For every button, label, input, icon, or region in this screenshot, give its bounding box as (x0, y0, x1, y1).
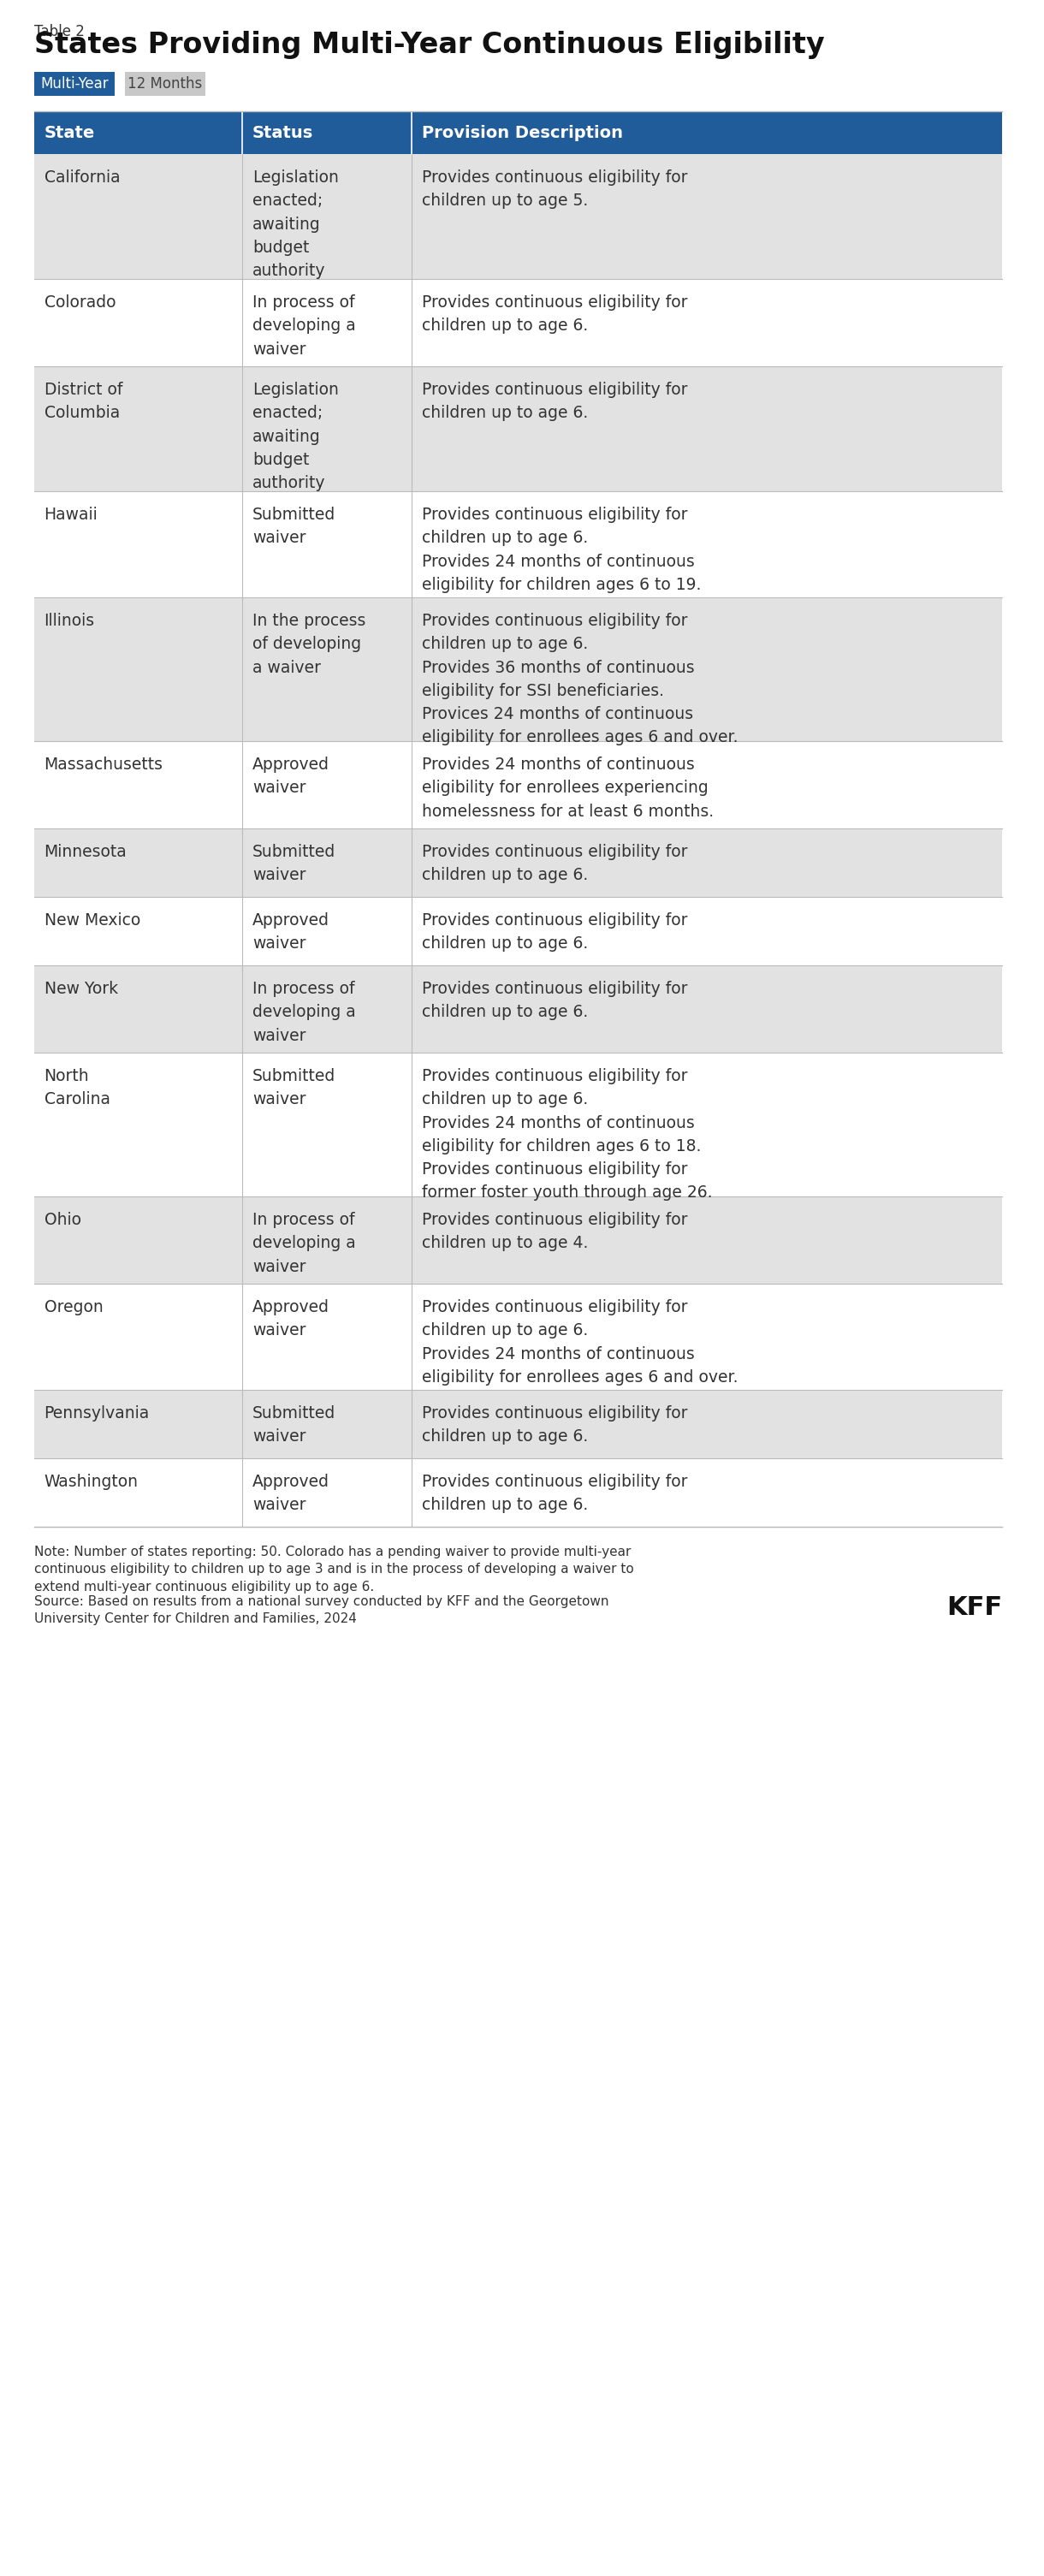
Text: Provides continuous eligibility for
children up to age 6.: Provides continuous eligibility for chil… (422, 381, 688, 422)
Bar (34, 72, 115, 95)
Text: KFF: KFF (947, 1595, 1002, 1620)
Text: Submitted
waiver: Submitted waiver (253, 1406, 335, 1445)
Text: Provides continuous eligibility for
children up to age 6.: Provides continuous eligibility for chil… (422, 981, 688, 1020)
Text: New York: New York (44, 981, 118, 997)
Text: States Providing Multi-Year Continuous Eligibility: States Providing Multi-Year Continuous E… (34, 31, 825, 59)
Text: Colorado: Colorado (44, 294, 116, 312)
Text: Legislation
enacted;
awaiting
budget
authority: Legislation enacted; awaiting budget aut… (253, 381, 338, 492)
Bar (34, 1458, 1002, 1528)
Text: Provides continuous eligibility for
children up to age 6.: Provides continuous eligibility for chil… (422, 912, 688, 953)
Text: New Mexico: New Mexico (44, 912, 140, 927)
Bar (34, 1054, 1002, 1195)
Text: Provides continuous eligibility for
children up to age 4.: Provides continuous eligibility for chil… (422, 1211, 688, 1252)
Text: In process of
developing a
waiver: In process of developing a waiver (253, 294, 356, 358)
Text: Washington: Washington (44, 1473, 138, 1489)
Text: Provides continuous eligibility for
children up to age 5.: Provides continuous eligibility for chil… (422, 170, 688, 209)
Text: Source: Based on results from a national survey conducted by KFF and the Georget: Source: Based on results from a national… (34, 1595, 609, 1625)
Bar (34, 1283, 1002, 1391)
Text: In process of
developing a
waiver: In process of developing a waiver (253, 1211, 356, 1275)
Text: Submitted
waiver: Submitted waiver (253, 845, 335, 884)
Text: Provides continuous eligibility for
children up to age 6.: Provides continuous eligibility for chil… (422, 1473, 688, 1512)
Text: Provides continuous eligibility for
children up to age 6.: Provides continuous eligibility for chil… (422, 294, 688, 335)
Bar (34, 492, 1002, 598)
Text: 12 Months: 12 Months (127, 77, 203, 93)
Text: Provides 24 months of continuous
eligibility for enrollees experiencing
homeless: Provides 24 months of continuous eligibi… (422, 757, 714, 819)
Text: Approved
waiver: Approved waiver (253, 757, 329, 796)
Text: Submitted
waiver: Submitted waiver (253, 507, 335, 546)
Text: Provides continuous eligibility for
children up to age 6.
Provides 24 months of : Provides continuous eligibility for chil… (422, 1069, 712, 1200)
Bar (34, 896, 1002, 966)
Text: Multi-Year: Multi-Year (41, 77, 109, 93)
Bar (125, 72, 206, 95)
Bar (34, 111, 1002, 155)
Text: Note: Number of states reporting: 50. Colorado has a pending waiver to provide m: Note: Number of states reporting: 50. Co… (34, 1546, 634, 1595)
Text: Table 2: Table 2 (34, 23, 85, 39)
Text: Ohio: Ohio (44, 1211, 81, 1229)
Text: Provides continuous eligibility for
children up to age 6.
Provides 24 months of : Provides continuous eligibility for chil… (422, 1298, 738, 1386)
Text: Provides continuous eligibility for
children up to age 6.: Provides continuous eligibility for chil… (422, 845, 688, 884)
Text: Legislation
enacted;
awaiting
budget
authority: Legislation enacted; awaiting budget aut… (253, 170, 338, 278)
Text: Provides continuous eligibility for
children up to age 6.
Provides 36 months of : Provides continuous eligibility for chil… (422, 613, 738, 744)
Text: California: California (44, 170, 120, 185)
Bar (34, 1391, 1002, 1458)
Bar (34, 966, 1002, 1054)
Bar (34, 598, 1002, 742)
Text: Pennsylvania: Pennsylvania (44, 1406, 149, 1422)
Text: Oregon: Oregon (44, 1298, 103, 1316)
Text: District of
Columbia: District of Columbia (44, 381, 122, 422)
Text: Provision Description: Provision Description (422, 124, 623, 142)
Text: North
Carolina: North Carolina (44, 1069, 110, 1108)
Bar (34, 829, 1002, 896)
Text: In the process
of developing
a waiver: In the process of developing a waiver (253, 613, 365, 675)
Text: Provides continuous eligibility for
children up to age 6.
Provides 24 months of : Provides continuous eligibility for chil… (422, 507, 702, 592)
Text: State: State (44, 124, 95, 142)
Text: Status: Status (253, 124, 313, 142)
Text: Approved
waiver: Approved waiver (253, 912, 329, 953)
Bar (34, 278, 1002, 366)
Text: Massachusetts: Massachusetts (44, 757, 163, 773)
Bar (34, 155, 1002, 278)
Text: Submitted
waiver: Submitted waiver (253, 1069, 335, 1108)
Text: Approved
waiver: Approved waiver (253, 1298, 329, 1340)
Text: Illinois: Illinois (44, 613, 95, 629)
Text: Approved
waiver: Approved waiver (253, 1473, 329, 1512)
Bar (34, 1195, 1002, 1283)
Text: In process of
developing a
waiver: In process of developing a waiver (253, 981, 356, 1043)
Text: Hawaii: Hawaii (44, 507, 98, 523)
Text: Minnesota: Minnesota (44, 845, 127, 860)
Bar (34, 366, 1002, 492)
Text: Provides continuous eligibility for
children up to age 6.: Provides continuous eligibility for chil… (422, 1406, 688, 1445)
Bar (34, 742, 1002, 829)
